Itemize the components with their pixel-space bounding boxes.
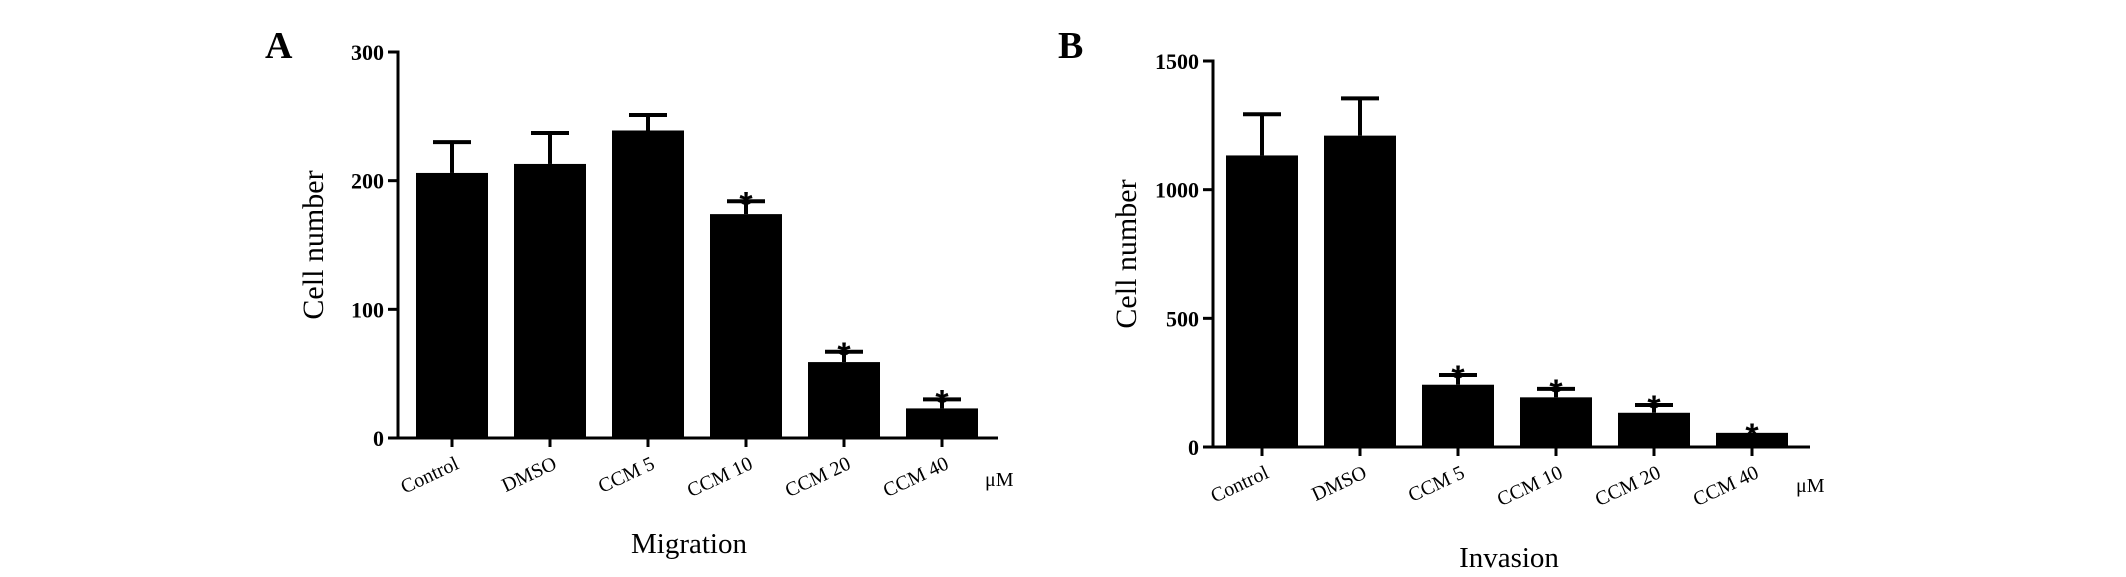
x-tick-label: DMSO [1308,462,1370,506]
significance-marker: * [1647,389,1661,427]
bar [612,130,684,438]
x-tick-label: CCM 40 [1690,462,1762,511]
significance-marker: * [1451,359,1465,397]
x-tick-label: CCM 10 [1494,462,1566,511]
y-tick-label: 500 [1166,306,1199,331]
x-tick-label: CCM 5 [1405,462,1468,507]
unit-label: μM [1796,475,1825,497]
panel-label: B [1058,25,1083,67]
y-tick-label: 100 [351,297,384,322]
x-axis-title: Migration [631,528,747,560]
bar [710,214,782,438]
x-tick-label: DMSO [498,453,560,497]
x-tick-label: CCM 40 [880,453,952,502]
x-tick-label: CCM 20 [1592,462,1664,511]
y-tick-label: 0 [373,426,384,451]
bar [1520,397,1592,447]
panel-a-migration: A 0 100 200 300 Control DMSO CCM 5 * CCM 10 * CCM 2… [265,25,1014,560]
significance-marker: * [1549,373,1563,411]
bar [1618,412,1690,447]
panel-b-invasion: B 0 500 1000 1500 Control DMSO * CCM 5 * CCM 10 * CC… [1058,25,1825,574]
x-axis-title: Invasion [1459,542,1559,574]
x-tick-label: CCM 20 [782,453,854,502]
y-tick-label: 1500 [1155,49,1199,74]
unit-label: μM [985,469,1014,491]
significance-marker: * [837,336,851,374]
bar [1226,155,1298,447]
x-tick-label: CCM 5 [595,453,658,498]
y-tick-label: 1000 [1155,178,1199,203]
y-axis-title: Cell number [297,170,330,319]
bar [1324,135,1396,448]
panel-label: A [265,25,293,67]
y-tick-label: 300 [351,40,384,65]
bar [416,172,488,439]
bar [1716,432,1788,447]
bar [906,408,978,438]
significance-marker: * [739,185,753,223]
bar [1422,384,1494,447]
significance-marker: * [935,383,949,421]
bar [514,163,586,438]
y-axis-title: Cell number [1110,179,1143,328]
y-tick-label: 200 [351,169,384,194]
bar [808,362,880,438]
x-tick-label: Control [1207,461,1272,507]
y-tick-label: 0 [1188,435,1199,460]
x-tick-label: Control [397,452,462,498]
significance-marker: * [1745,417,1759,455]
x-tick-label: CCM 10 [684,453,756,502]
